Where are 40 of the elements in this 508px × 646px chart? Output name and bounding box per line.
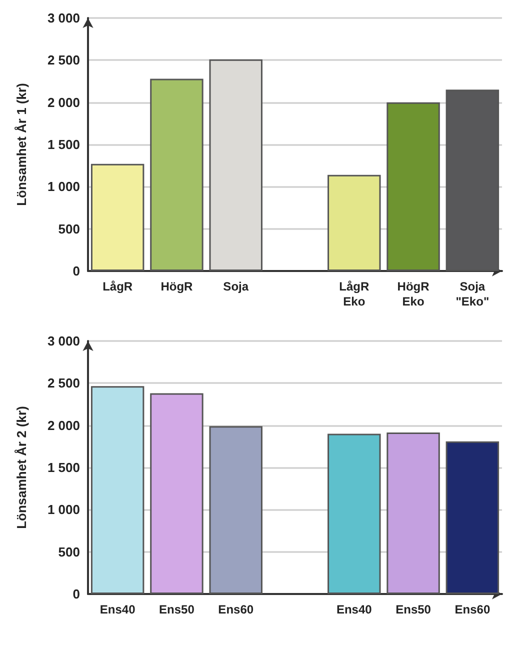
bar xyxy=(209,426,262,594)
y-tick-label: 500 xyxy=(58,221,80,236)
y-axis-title: Lönsamhet År 2 (kr) xyxy=(14,406,29,529)
y-tick-label: 0 xyxy=(72,264,80,278)
x-tick-label: HögR Eko xyxy=(397,280,430,308)
y-tick-label: 2 000 xyxy=(47,418,80,433)
x-tick-label: Ens50 xyxy=(396,602,432,616)
y-tick-label: 2 000 xyxy=(47,94,80,110)
x-tick-label: Ens40 xyxy=(336,602,372,616)
x-tick-label: Ens60 xyxy=(218,602,254,616)
x-tick-label: LågR Eko xyxy=(339,280,370,308)
bar xyxy=(446,90,500,271)
y-tick-label: 500 xyxy=(58,544,80,560)
y-tick-label: 2 500 xyxy=(47,52,80,68)
y-tick-label: 3 000 xyxy=(47,334,80,348)
bar xyxy=(386,102,440,271)
y-tick-label: 1 500 xyxy=(47,137,80,152)
x-tick-label: HögR xyxy=(160,280,194,294)
y-tick-label: 2 500 xyxy=(47,376,80,391)
bar xyxy=(446,441,500,594)
bar xyxy=(90,164,144,271)
y-tick-label: 3 000 xyxy=(47,10,80,26)
bar xyxy=(209,59,262,271)
x-tick-label: Ens50 xyxy=(159,602,195,616)
bar xyxy=(150,78,204,271)
y-tick-label: 0 xyxy=(72,586,80,602)
y-tick-label: 1 000 xyxy=(47,179,80,194)
y-tick-label: 1 000 xyxy=(47,502,80,518)
x-tick-label: Soja xyxy=(223,280,249,294)
x-tick-label: Ens40 xyxy=(100,602,136,616)
bar xyxy=(150,393,204,594)
x-tick-label: Ens60 xyxy=(454,602,490,616)
bar xyxy=(386,432,440,594)
x-tick-label: LågR xyxy=(102,280,133,294)
bar xyxy=(328,174,381,271)
x-tick-label: Soja "Eko" xyxy=(456,280,490,308)
y-tick-label: 1 500 xyxy=(47,460,80,475)
y-axis-title: Lönsamhet År 1 (kr) xyxy=(14,83,29,206)
bar xyxy=(328,434,381,594)
bar xyxy=(90,386,144,594)
